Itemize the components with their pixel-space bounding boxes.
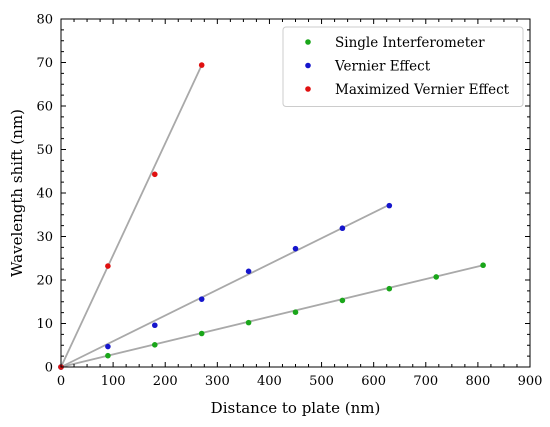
- data-point: [245, 268, 252, 275]
- data-point: [245, 319, 252, 326]
- y-tick-label: 80: [36, 13, 53, 28]
- legend-box: [282, 26, 524, 107]
- fit-line: [60, 203, 390, 368]
- legend-label: Maximized Vernier Effect: [335, 82, 510, 98]
- data-point: [105, 263, 111, 269]
- legend-marker: [305, 39, 311, 45]
- legend-label: Single Interferometer: [335, 35, 485, 51]
- x-tick-label: 900: [518, 374, 543, 389]
- legend-marker: [305, 86, 311, 92]
- data-point: [198, 330, 205, 337]
- data-point: [386, 202, 393, 209]
- data-point: [292, 245, 299, 252]
- data-point: [105, 352, 111, 359]
- data-point: [292, 309, 299, 315]
- data-point: [480, 262, 486, 269]
- x-tick-label: 500: [309, 374, 334, 389]
- y-tick-label: 30: [36, 230, 53, 245]
- legend-marker: [305, 62, 311, 69]
- x-tick-label: 400: [257, 374, 282, 389]
- data-point: [339, 225, 346, 232]
- y-tick-label: 20: [36, 274, 53, 289]
- x-tick-label: 100: [101, 374, 126, 389]
- x-tick-label: 600: [361, 374, 386, 389]
- data-point: [105, 343, 111, 350]
- legend: Single Interferometer Vernier Effect Maxim…: [282, 26, 524, 107]
- y-tick-label: 10: [36, 317, 53, 332]
- data-point: [152, 322, 158, 329]
- x-tick-label: 300: [205, 374, 230, 389]
- y-tick-label: 50: [36, 143, 53, 158]
- fit-line: [60, 64, 203, 368]
- x-tick-label: 700: [413, 374, 438, 389]
- data-point: [386, 285, 393, 292]
- data-point: [433, 274, 440, 280]
- data-point: [198, 296, 205, 302]
- y-tick-label: 40: [36, 187, 53, 202]
- data-point: [152, 342, 158, 348]
- y-axis-title: Wavelength shift (nm): [8, 109, 26, 277]
- fit-line: [60, 264, 484, 368]
- data-point: [152, 171, 158, 178]
- legend-label: Vernier Effect: [334, 59, 431, 75]
- y-tick-label: 70: [36, 56, 53, 71]
- y-tick-label: 60: [36, 100, 53, 115]
- x-tick-label: 0: [57, 374, 65, 389]
- x-tick-label: 800: [465, 374, 490, 389]
- x-axis-title: Distance to plate (nm): [211, 399, 381, 417]
- axis-ticks: 0 100 200 300 400 500 600 700 800 900 0 10 20 30 40 50 6…: [36, 13, 542, 390]
- data-point: [339, 297, 346, 304]
- x-tick-label: 200: [153, 374, 178, 389]
- data-point: [198, 62, 205, 68]
- fit-lines: [60, 64, 484, 368]
- data-points: [58, 62, 486, 370]
- y-tick-label: 0: [45, 361, 53, 376]
